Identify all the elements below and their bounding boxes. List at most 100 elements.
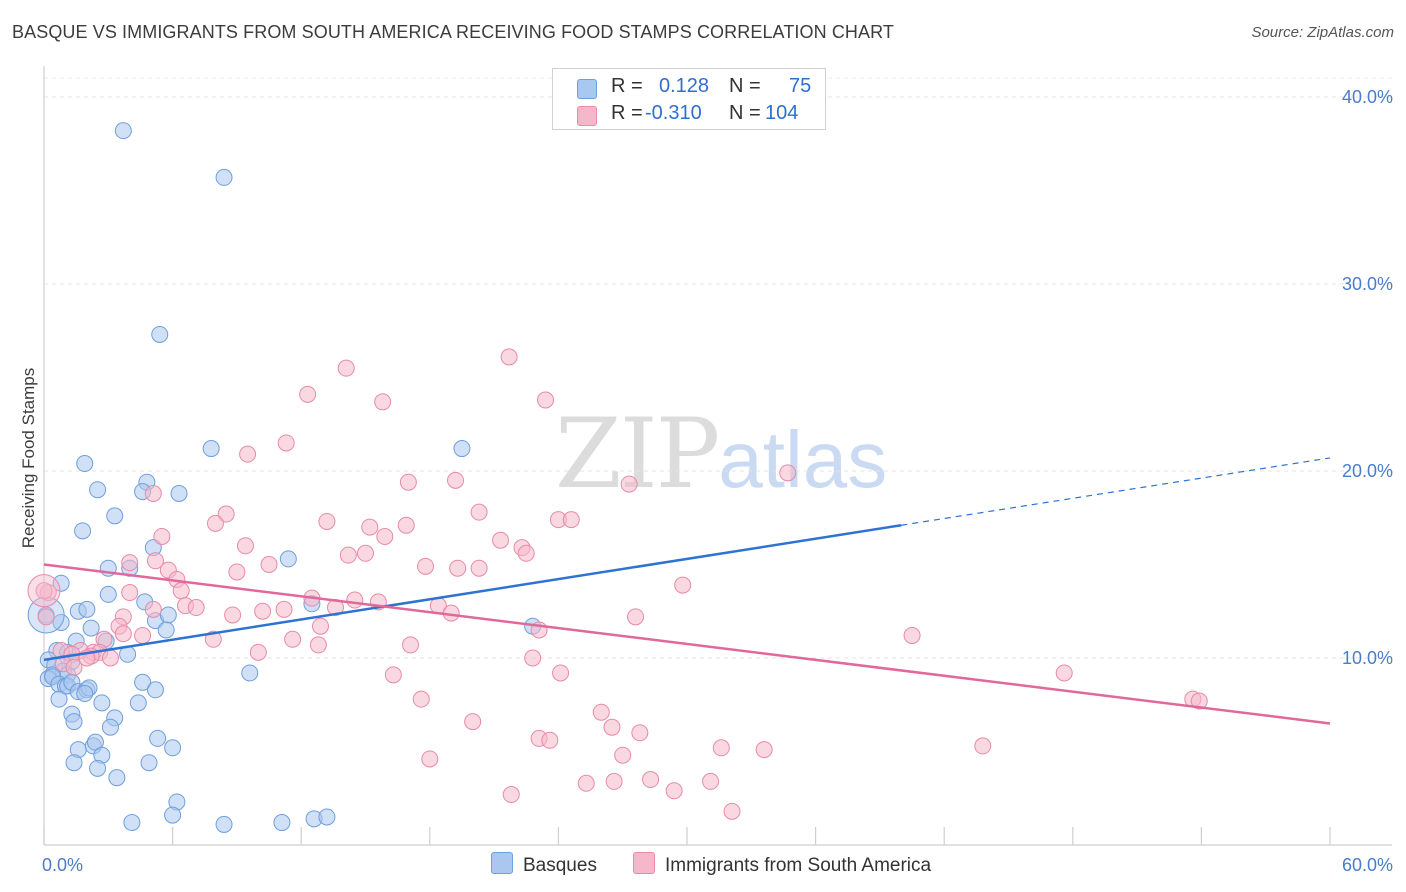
data-point bbox=[74, 522, 92, 540]
data-point bbox=[277, 434, 295, 452]
data-point bbox=[37, 608, 55, 626]
bottom-legend-label: Basques bbox=[523, 855, 597, 876]
data-point bbox=[464, 713, 482, 731]
data-point bbox=[146, 552, 164, 570]
data-point bbox=[453, 440, 471, 458]
data-point bbox=[187, 599, 205, 617]
series-basques bbox=[27, 122, 542, 833]
data-point bbox=[311, 617, 329, 635]
data-point bbox=[723, 802, 741, 820]
legend-r-value: -0.310 bbox=[645, 102, 702, 124]
legend-swatch-immigrants bbox=[577, 106, 597, 126]
data-point bbox=[76, 685, 94, 703]
data-point bbox=[149, 729, 167, 747]
data-point bbox=[384, 666, 402, 684]
bottom-legend-label: Immigrants from South America bbox=[665, 855, 932, 876]
data-point bbox=[974, 737, 992, 755]
axes bbox=[43, 66, 1392, 846]
data-point bbox=[89, 481, 107, 499]
data-point bbox=[492, 531, 510, 549]
grid-lines bbox=[44, 77, 1392, 659]
data-point bbox=[318, 808, 336, 826]
data-point bbox=[151, 325, 169, 343]
y-tick-label: 40.0% bbox=[1342, 87, 1393, 107]
chart-title: BASQUE VS IMMIGRANTS FROM SOUTH AMERICA … bbox=[12, 22, 894, 42]
data-point bbox=[170, 484, 188, 502]
data-point bbox=[537, 391, 555, 409]
data-point bbox=[153, 527, 171, 545]
data-point bbox=[631, 724, 649, 742]
data-point bbox=[228, 563, 246, 581]
data-point bbox=[552, 664, 570, 682]
data-point bbox=[273, 814, 291, 832]
data-point bbox=[412, 690, 430, 708]
x-tick-label: 60.0% bbox=[1342, 855, 1393, 875]
y-axis-label: Receiving Food Stamps bbox=[19, 368, 38, 548]
data-point bbox=[50, 690, 68, 708]
data-point bbox=[52, 613, 70, 631]
data-point bbox=[172, 582, 190, 600]
data-point bbox=[339, 546, 357, 564]
series-immigrants-south-america bbox=[27, 348, 1208, 820]
data-point bbox=[903, 627, 921, 645]
data-point bbox=[52, 574, 70, 592]
legend-n-value: 104 bbox=[765, 102, 799, 124]
data-point bbox=[164, 806, 182, 824]
data-point bbox=[346, 591, 364, 609]
data-point bbox=[447, 471, 465, 489]
data-point bbox=[702, 772, 720, 790]
data-point bbox=[1190, 692, 1208, 710]
bottom-legend-swatch-basques bbox=[491, 852, 513, 874]
watermark-zip: ZIP bbox=[555, 398, 720, 510]
legend-n-label: N = bbox=[729, 102, 761, 124]
source-credit: Source: ZipAtlas.com bbox=[1251, 24, 1394, 41]
data-point bbox=[642, 771, 660, 789]
data-point bbox=[500, 348, 518, 366]
data-point bbox=[35, 582, 53, 600]
data-point bbox=[712, 739, 730, 757]
data-point bbox=[357, 544, 374, 562]
data-point bbox=[541, 731, 559, 749]
data-point bbox=[318, 512, 336, 530]
data-point bbox=[402, 636, 420, 654]
data-point bbox=[204, 630, 222, 648]
data-point bbox=[470, 559, 488, 577]
data-point bbox=[603, 718, 621, 736]
data-point bbox=[449, 559, 467, 577]
data-point bbox=[114, 122, 132, 140]
data-point bbox=[121, 554, 139, 572]
legend-swatch-basques bbox=[577, 79, 597, 99]
legend-n-value: 75 bbox=[789, 75, 812, 97]
data-point bbox=[144, 600, 162, 618]
trend-line-basques-extension bbox=[901, 457, 1331, 526]
data-point bbox=[224, 606, 242, 624]
trend-lines bbox=[43, 457, 1331, 725]
data-point bbox=[134, 673, 152, 691]
data-point bbox=[254, 602, 272, 620]
y-tick-label: 10.0% bbox=[1342, 648, 1393, 668]
trend-line-immigrants bbox=[43, 563, 1331, 725]
data-point bbox=[217, 505, 235, 523]
data-point bbox=[417, 557, 435, 575]
data-point bbox=[249, 643, 267, 661]
data-point bbox=[279, 550, 297, 568]
data-point bbox=[76, 455, 94, 473]
data-point bbox=[106, 507, 124, 525]
data-point bbox=[65, 713, 83, 731]
data-point bbox=[215, 168, 233, 186]
data-point bbox=[157, 621, 175, 639]
data-point bbox=[592, 703, 610, 721]
data-point bbox=[89, 759, 107, 777]
bottom-legend-swatch-immigrants bbox=[633, 852, 655, 874]
data-point bbox=[374, 393, 392, 411]
data-point bbox=[376, 527, 394, 545]
data-point bbox=[605, 772, 623, 790]
y-tick-label: 30.0% bbox=[1342, 274, 1393, 294]
data-point bbox=[65, 754, 83, 772]
data-point bbox=[260, 556, 278, 573]
data-point bbox=[202, 440, 220, 458]
data-point bbox=[144, 484, 162, 502]
legend-r-label: R = bbox=[611, 75, 643, 97]
data-point bbox=[562, 511, 580, 529]
data-point bbox=[206, 514, 224, 532]
